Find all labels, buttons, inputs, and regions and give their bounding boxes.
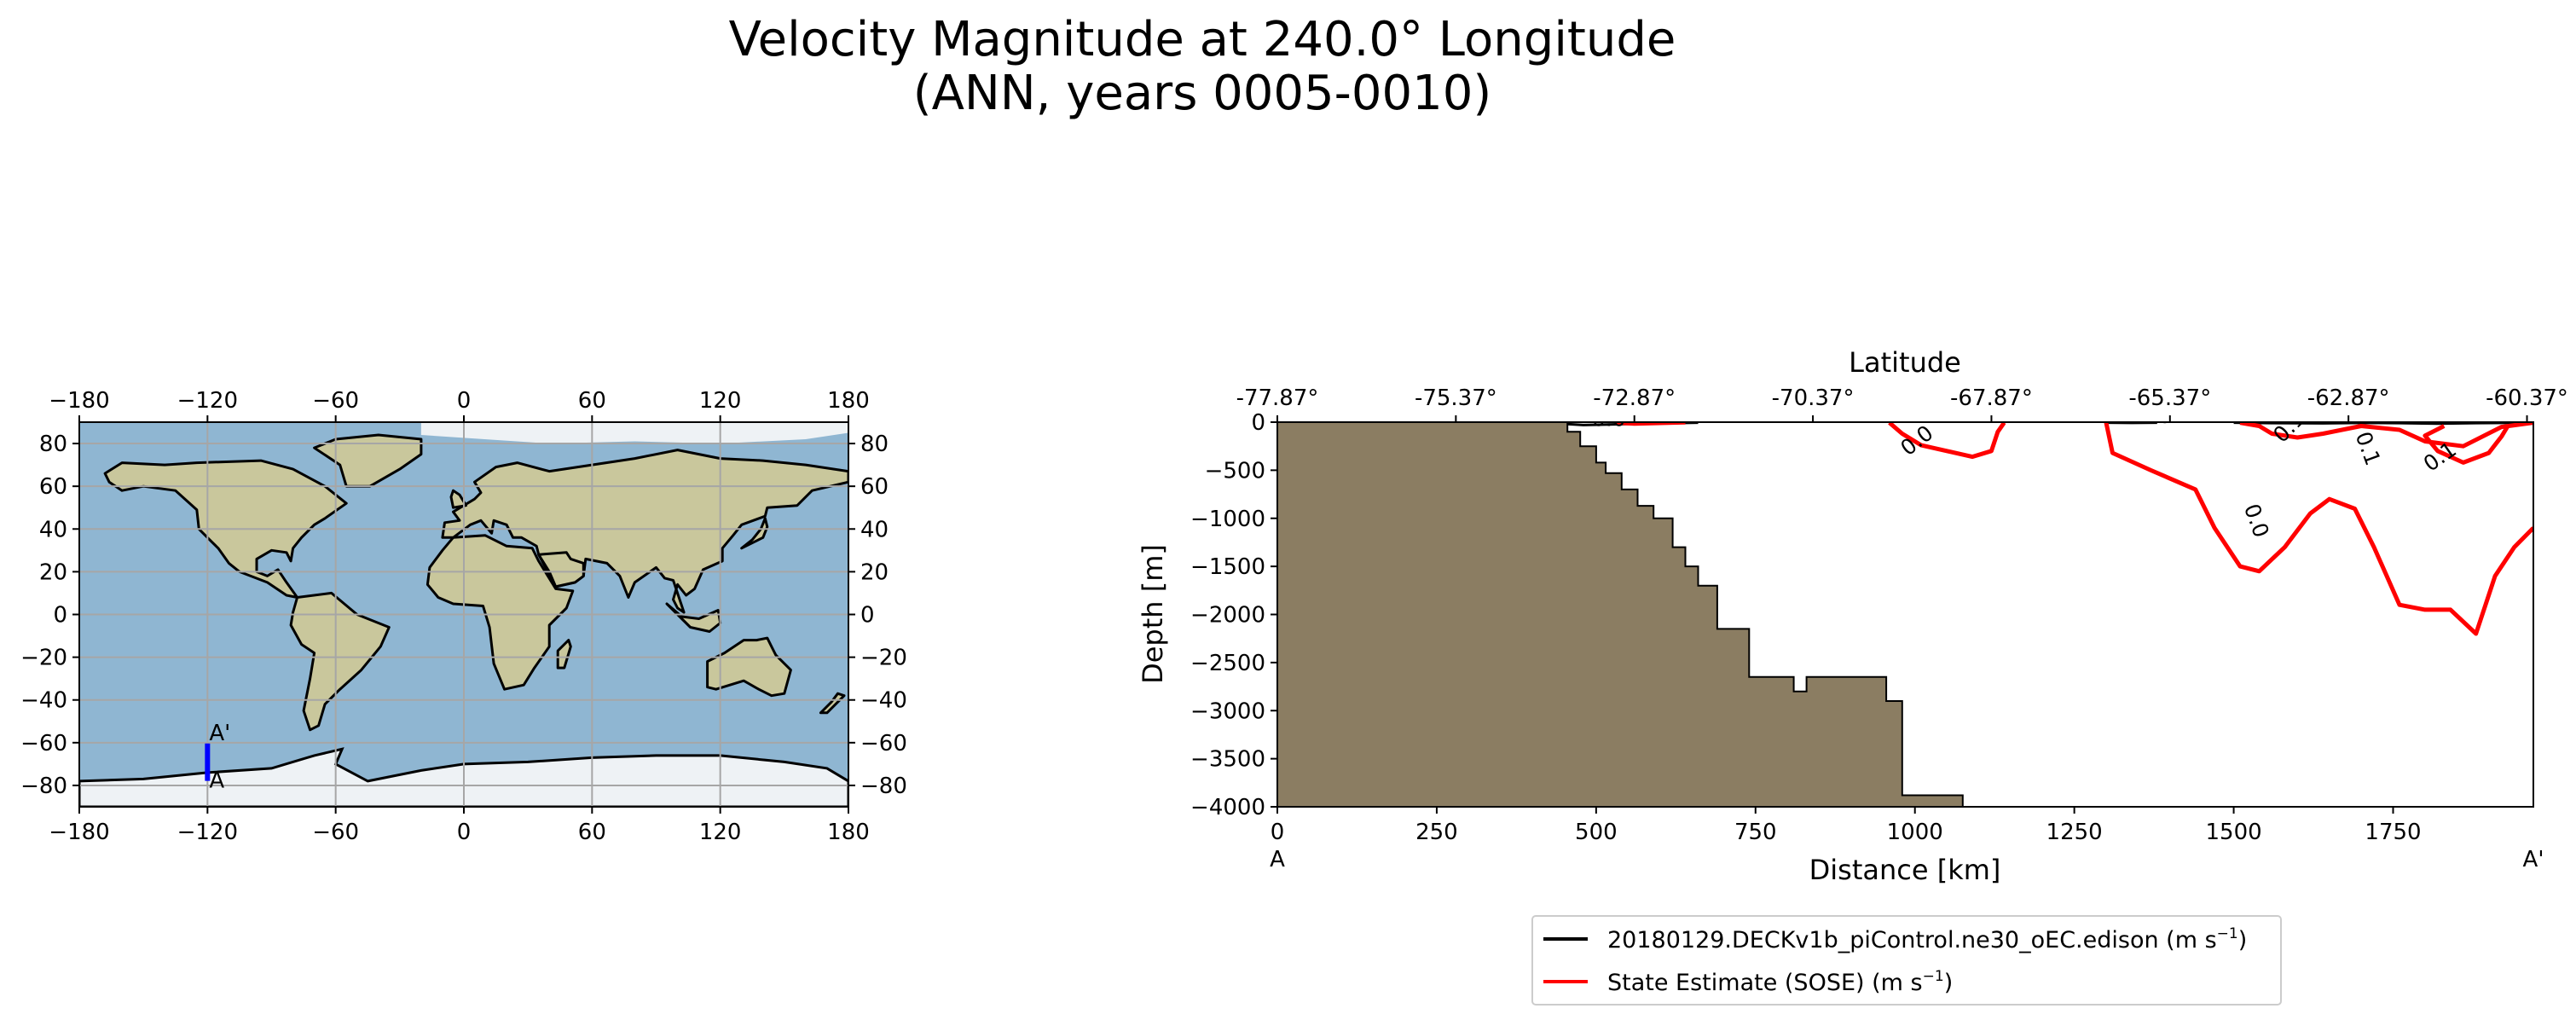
landmass-arctic-ice bbox=[420, 422, 848, 444]
map-top-tick-label: 60 bbox=[578, 388, 606, 414]
landmass-arabia bbox=[537, 551, 585, 588]
map-right-tick-label: −20 bbox=[860, 646, 907, 671]
top-tick-label: -65.37° bbox=[2128, 385, 2211, 411]
landmass-new-zealand bbox=[819, 692, 846, 715]
y-tick-label: −3500 bbox=[1190, 747, 1265, 773]
landmass-eurasia bbox=[441, 449, 848, 614]
transect-start-label: A bbox=[209, 768, 224, 794]
map-bottom-tick-label: 0 bbox=[457, 820, 472, 845]
section-ticks: 0 250 500 750 1000 1250 1500 1750 0 −500 −1000 −150… bbox=[1190, 385, 2568, 845]
x-tick-label: 500 bbox=[1575, 820, 1618, 845]
top-tick-label: -77.87° bbox=[1236, 385, 1319, 411]
section-end-label: A' bbox=[2523, 847, 2544, 872]
y-tick-label: −500 bbox=[1205, 458, 1265, 484]
top-tick-label: -75.37° bbox=[1415, 385, 1497, 411]
map-right-tick-label: 40 bbox=[860, 517, 889, 542]
map-top-tick-label: 0 bbox=[457, 388, 472, 414]
map-left-tick-label: −60 bbox=[20, 731, 67, 756]
landmass-greenland bbox=[313, 433, 423, 488]
map-left-tick-label: 20 bbox=[39, 559, 67, 585]
obs-contour-0.0 bbox=[1888, 422, 2006, 460]
obs-contour-0.1 bbox=[2423, 424, 2510, 465]
x-axis-label: Distance [km] bbox=[1809, 854, 2001, 886]
map-left-tick-label: −40 bbox=[20, 688, 67, 714]
section-start-label: A bbox=[1270, 847, 1285, 872]
map-bottom-tick-label: 120 bbox=[699, 820, 742, 845]
map-right-tick-label: −80 bbox=[860, 774, 907, 799]
figure-title-line1: Velocity Magnitude at 240.0° Longitude bbox=[729, 12, 1676, 67]
y-axis-label: Depth [m] bbox=[1137, 544, 1169, 684]
map-top-tick-label: −120 bbox=[177, 388, 238, 414]
x-tick-label: 1750 bbox=[2365, 820, 2421, 845]
top-tick-label: -67.87° bbox=[1950, 385, 2033, 411]
top-tick-label: -62.87° bbox=[2307, 385, 2390, 411]
legend-label-obs: State Estimate (SOSE) (m s−1) bbox=[1607, 968, 1953, 996]
map-left-tick-label: 60 bbox=[39, 474, 67, 500]
map-bottom-tick-label: 60 bbox=[578, 820, 606, 845]
x-tick-label: 750 bbox=[1734, 820, 1777, 845]
contour-label: -0.0 bbox=[2130, 403, 2172, 428]
top-axis-label: Latitude bbox=[1849, 346, 1961, 379]
y-tick-label: −2000 bbox=[1190, 603, 1265, 629]
map-right-tick-label: 80 bbox=[860, 432, 889, 457]
map-left-tick-label: 80 bbox=[39, 432, 67, 457]
map-right-tick-label: −60 bbox=[860, 731, 907, 756]
landmass-indonesia bbox=[665, 602, 722, 633]
map-right-tick-label: 60 bbox=[860, 474, 889, 500]
legend-frame bbox=[1531, 915, 2282, 1006]
seafloor-polygon bbox=[1277, 422, 1964, 807]
landmass-japan bbox=[740, 517, 769, 550]
top-tick-label: -72.87° bbox=[1593, 385, 1676, 411]
section-panel: 0.0 -0.00.00.00.10.1 0.10.1 0 250 500 750 1000… bbox=[1137, 346, 2568, 886]
map-right-tick-label: −40 bbox=[860, 688, 907, 714]
map-left-tick-label: −80 bbox=[20, 774, 67, 799]
map-bottom-tick-label: −120 bbox=[177, 820, 238, 845]
map-left-tick-label: 40 bbox=[39, 517, 67, 542]
landmass-madagascar bbox=[556, 639, 572, 669]
y-tick-label: −1500 bbox=[1190, 554, 1265, 580]
x-tick-label: 1500 bbox=[2205, 820, 2261, 845]
landmass-south-america bbox=[289, 591, 391, 732]
legend: 20180129.DECKv1b_piControl.ne30_oEC.edis… bbox=[1531, 915, 2282, 1006]
y-tick-label: −4000 bbox=[1190, 795, 1265, 820]
map-left-tick-label: 0 bbox=[53, 603, 67, 629]
map-bottom-tick-label: −180 bbox=[49, 820, 109, 845]
obs-contour-0.0 bbox=[2239, 422, 2533, 449]
map-gridlines bbox=[79, 422, 848, 807]
obs-contour-0.0 bbox=[2104, 422, 2533, 636]
x-tick-label: 250 bbox=[1415, 820, 1458, 845]
map-right-tick-label: 0 bbox=[860, 603, 875, 629]
top-tick-label: -70.37° bbox=[1772, 385, 1855, 411]
legend-label-model: 20180129.DECKv1b_piControl.ne30_oEC.edis… bbox=[1607, 925, 2247, 953]
transect-end-label: A' bbox=[209, 721, 230, 746]
map-top-tick-label: 120 bbox=[699, 388, 742, 414]
map-panel: A' A −180 −180 −120 −120 −60 −60 0 0 60 60 120 120 1… bbox=[20, 388, 907, 845]
y-tick-label: −3000 bbox=[1190, 698, 1265, 724]
x-tick-label: 1250 bbox=[2046, 820, 2103, 845]
map-landmasses bbox=[79, 422, 848, 807]
map-top-tick-label: 180 bbox=[827, 388, 870, 414]
map-ticks: −180 −180 −120 −120 −60 −60 0 0 60 60 120 120 180 180… bbox=[20, 388, 907, 845]
map-top-tick-label: −60 bbox=[312, 388, 359, 414]
x-tick-label: 0 bbox=[1271, 820, 1285, 845]
y-tick-label: −2500 bbox=[1190, 651, 1265, 676]
top-tick-label: -60.37° bbox=[2486, 385, 2568, 411]
contour-label: 0.0 bbox=[1592, 407, 1626, 432]
map-left-tick-label: −20 bbox=[20, 646, 67, 671]
x-tick-label: 1000 bbox=[1887, 820, 1943, 845]
contour-label: 0.1 bbox=[2464, 403, 2498, 428]
y-tick-label: −1000 bbox=[1190, 507, 1265, 532]
figure-title-line2: (ANN, years 0005-0010) bbox=[913, 66, 1492, 121]
map-top-tick-label: −180 bbox=[49, 388, 109, 414]
y-tick-label: 0 bbox=[1251, 410, 1265, 436]
map-bottom-tick-label: 180 bbox=[827, 820, 870, 845]
map-right-tick-label: 20 bbox=[860, 559, 889, 585]
map-bottom-tick-label: −60 bbox=[312, 820, 359, 845]
